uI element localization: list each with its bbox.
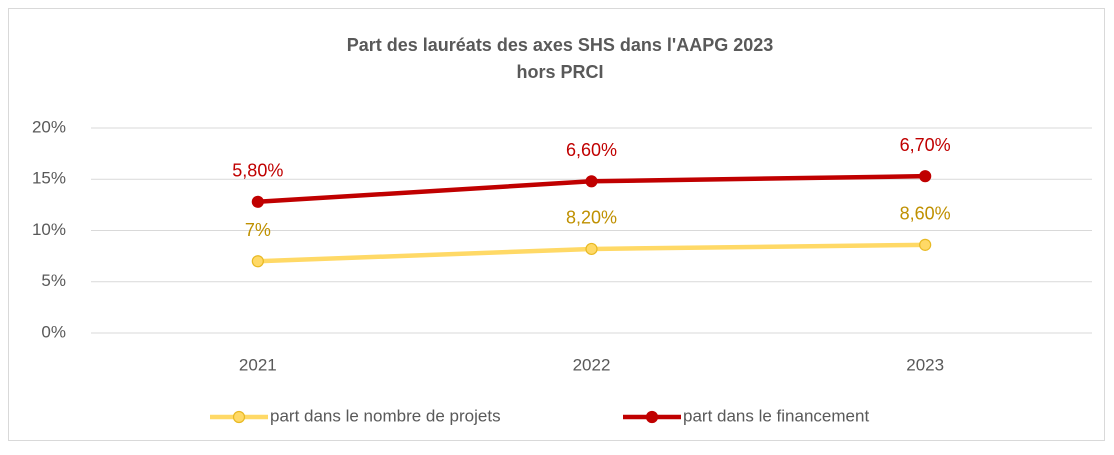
chart-title: hors PRCI xyxy=(516,62,603,82)
x-tick-label: 2021 xyxy=(239,355,277,374)
data-point xyxy=(585,175,598,188)
legend-label: part dans le financement xyxy=(683,406,869,425)
x-tick-label: 2022 xyxy=(573,355,611,374)
y-tick-label: 0% xyxy=(41,322,66,341)
y-tick-label: 20% xyxy=(32,117,66,136)
data-label: 6,60% xyxy=(566,140,617,160)
data-point xyxy=(919,170,932,183)
data-point xyxy=(251,255,264,268)
legend-marker xyxy=(645,410,659,424)
chart-title: Part des lauréats des axes SHS dans l'AA… xyxy=(347,35,774,55)
data-label: 6,70% xyxy=(900,135,951,155)
y-tick-label: 5% xyxy=(41,271,66,290)
data-label: 8,20% xyxy=(566,208,617,228)
chart-frame xyxy=(8,8,1105,441)
y-tick-label: 15% xyxy=(32,169,66,188)
y-tick-label: 10% xyxy=(32,220,66,239)
data-point xyxy=(585,242,598,256)
data-point xyxy=(251,195,264,208)
legend-marker xyxy=(232,410,246,424)
legend-label: part dans le nombre de projets xyxy=(270,406,501,425)
data-label: 8,60% xyxy=(900,204,951,224)
x-tick-label: 2023 xyxy=(906,355,944,374)
data-label: 7% xyxy=(245,220,271,240)
data-point xyxy=(919,238,932,251)
data-label: 5,80% xyxy=(232,161,283,181)
